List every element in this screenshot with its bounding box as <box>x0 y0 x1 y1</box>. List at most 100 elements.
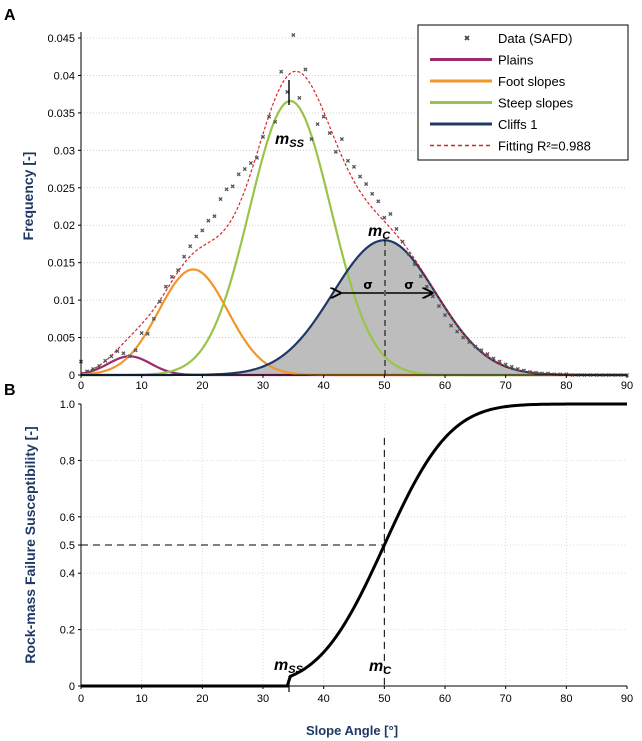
data-point <box>533 370 539 375</box>
data-point <box>254 155 259 160</box>
data-point <box>461 335 466 340</box>
y-tick-label-a: 0.025 <box>47 183 75 195</box>
y-tick-label-a: 0.01 <box>54 295 75 307</box>
panel-label-b: B <box>4 382 16 399</box>
data-point <box>358 174 363 179</box>
data-point <box>279 69 284 74</box>
legend: Data (SAFD) Plains Foot slopes Steep slopes… <box>417 24 629 161</box>
data-point <box>242 166 247 172</box>
panel-b-y-axis-label: Rock-mass Failure Susceptibility [-] <box>22 426 38 663</box>
data-point <box>364 181 369 187</box>
data-point <box>182 254 187 259</box>
data-point <box>509 364 514 369</box>
data-point <box>176 268 181 273</box>
y-tick-label-b: 0.5 <box>60 540 75 552</box>
data-point <box>218 196 223 202</box>
x-tick-label-a: 20 <box>196 380 208 392</box>
data-point <box>503 362 508 367</box>
mss-label-a: mSS <box>275 131 305 150</box>
legend-label-plains: Plains <box>498 53 534 68</box>
y-tick-label-b: 0.6 <box>60 512 75 524</box>
y-tick-label-b: 1.0 <box>60 399 75 411</box>
data-point <box>339 137 344 142</box>
data-point <box>418 274 423 279</box>
data-point <box>273 119 278 124</box>
x-tick-label-b: 70 <box>500 693 512 705</box>
legend-label-steep-slopes: Steep slopes <box>498 96 574 111</box>
data-point <box>260 134 266 139</box>
x-tick-label-b: 80 <box>560 693 572 705</box>
mc-label-a: mC <box>368 223 391 242</box>
data-point <box>467 339 472 345</box>
x-tick-label-b: 10 <box>136 693 148 705</box>
x-tick-label-a: 80 <box>560 380 572 392</box>
data-point <box>236 172 241 177</box>
data-point <box>436 304 441 309</box>
x-tick-label-a: 30 <box>257 380 269 392</box>
y-tick-label-b: 0.8 <box>60 455 75 467</box>
legend-label-fitting-r-0-988: Fitting R²=0.988 <box>498 139 591 154</box>
data-point <box>333 149 338 154</box>
x-tick-label-b: 90 <box>621 693 633 705</box>
x-tick-label-b: 20 <box>196 693 208 705</box>
x-tick-label-a: 40 <box>318 380 330 392</box>
panel-b: B Rock-mass Failure Susceptibility [-] S… <box>4 382 633 738</box>
data-point <box>345 158 350 163</box>
data-point <box>169 274 175 279</box>
data-point <box>327 131 332 136</box>
legend-marker-data-safd <box>464 35 470 41</box>
x-axis-label: Slope Angle [°] <box>306 723 398 738</box>
y-tick-label-a: 0.045 <box>47 33 75 45</box>
x-tick-label-a: 50 <box>378 380 390 392</box>
data-point <box>376 199 381 204</box>
x-tick-label-a: 70 <box>500 380 512 392</box>
data-point <box>394 226 399 232</box>
x-tick-label-b: 50 <box>378 693 390 705</box>
cliffs-shaded-area <box>81 240 627 375</box>
sigma-label-right: σ <box>404 278 413 292</box>
data-point <box>412 262 417 267</box>
y-tick-label-a: 0.03 <box>54 145 75 157</box>
data-point <box>212 214 217 219</box>
x-tick-label-a: 90 <box>621 380 633 392</box>
data-point <box>449 323 454 328</box>
data-point <box>455 329 460 334</box>
data-point <box>97 363 102 369</box>
data-point <box>133 348 138 353</box>
x-tick-label-b: 60 <box>439 693 451 705</box>
data-point <box>309 137 314 142</box>
y-tick-label-b: 0 <box>69 681 75 693</box>
x-tick-label-b: 30 <box>257 693 269 705</box>
data-point <box>109 354 114 359</box>
data-point <box>406 251 411 256</box>
y-tick-label-a: 0 <box>69 370 75 382</box>
data-point <box>303 67 308 72</box>
data-point <box>521 368 526 373</box>
data-point <box>188 244 193 249</box>
x-tick-label-a: 60 <box>439 380 451 392</box>
data-point <box>85 369 90 374</box>
x-tick-label-a: 10 <box>136 380 148 392</box>
data-point <box>248 161 253 166</box>
data-point <box>321 114 326 119</box>
y-tick-label-b: 0.2 <box>60 625 75 637</box>
data-point <box>115 348 120 354</box>
data-point <box>515 366 520 372</box>
data-point <box>103 358 108 363</box>
data-point <box>400 239 405 244</box>
y-tick-label-b: 0.4 <box>60 568 75 580</box>
mc-label-b: mC <box>369 658 392 677</box>
panel-label-a: A <box>4 7 16 24</box>
data-point <box>527 369 532 375</box>
data-point <box>145 331 150 336</box>
data-point <box>351 164 357 169</box>
x-tick-label-b: 0 <box>78 693 84 705</box>
data-point <box>485 351 490 357</box>
data-point <box>194 234 199 239</box>
data-point <box>297 95 302 100</box>
data-point <box>291 32 296 38</box>
data-point <box>315 122 320 127</box>
x-tick-label-b: 40 <box>318 693 330 705</box>
data-point <box>267 114 272 119</box>
